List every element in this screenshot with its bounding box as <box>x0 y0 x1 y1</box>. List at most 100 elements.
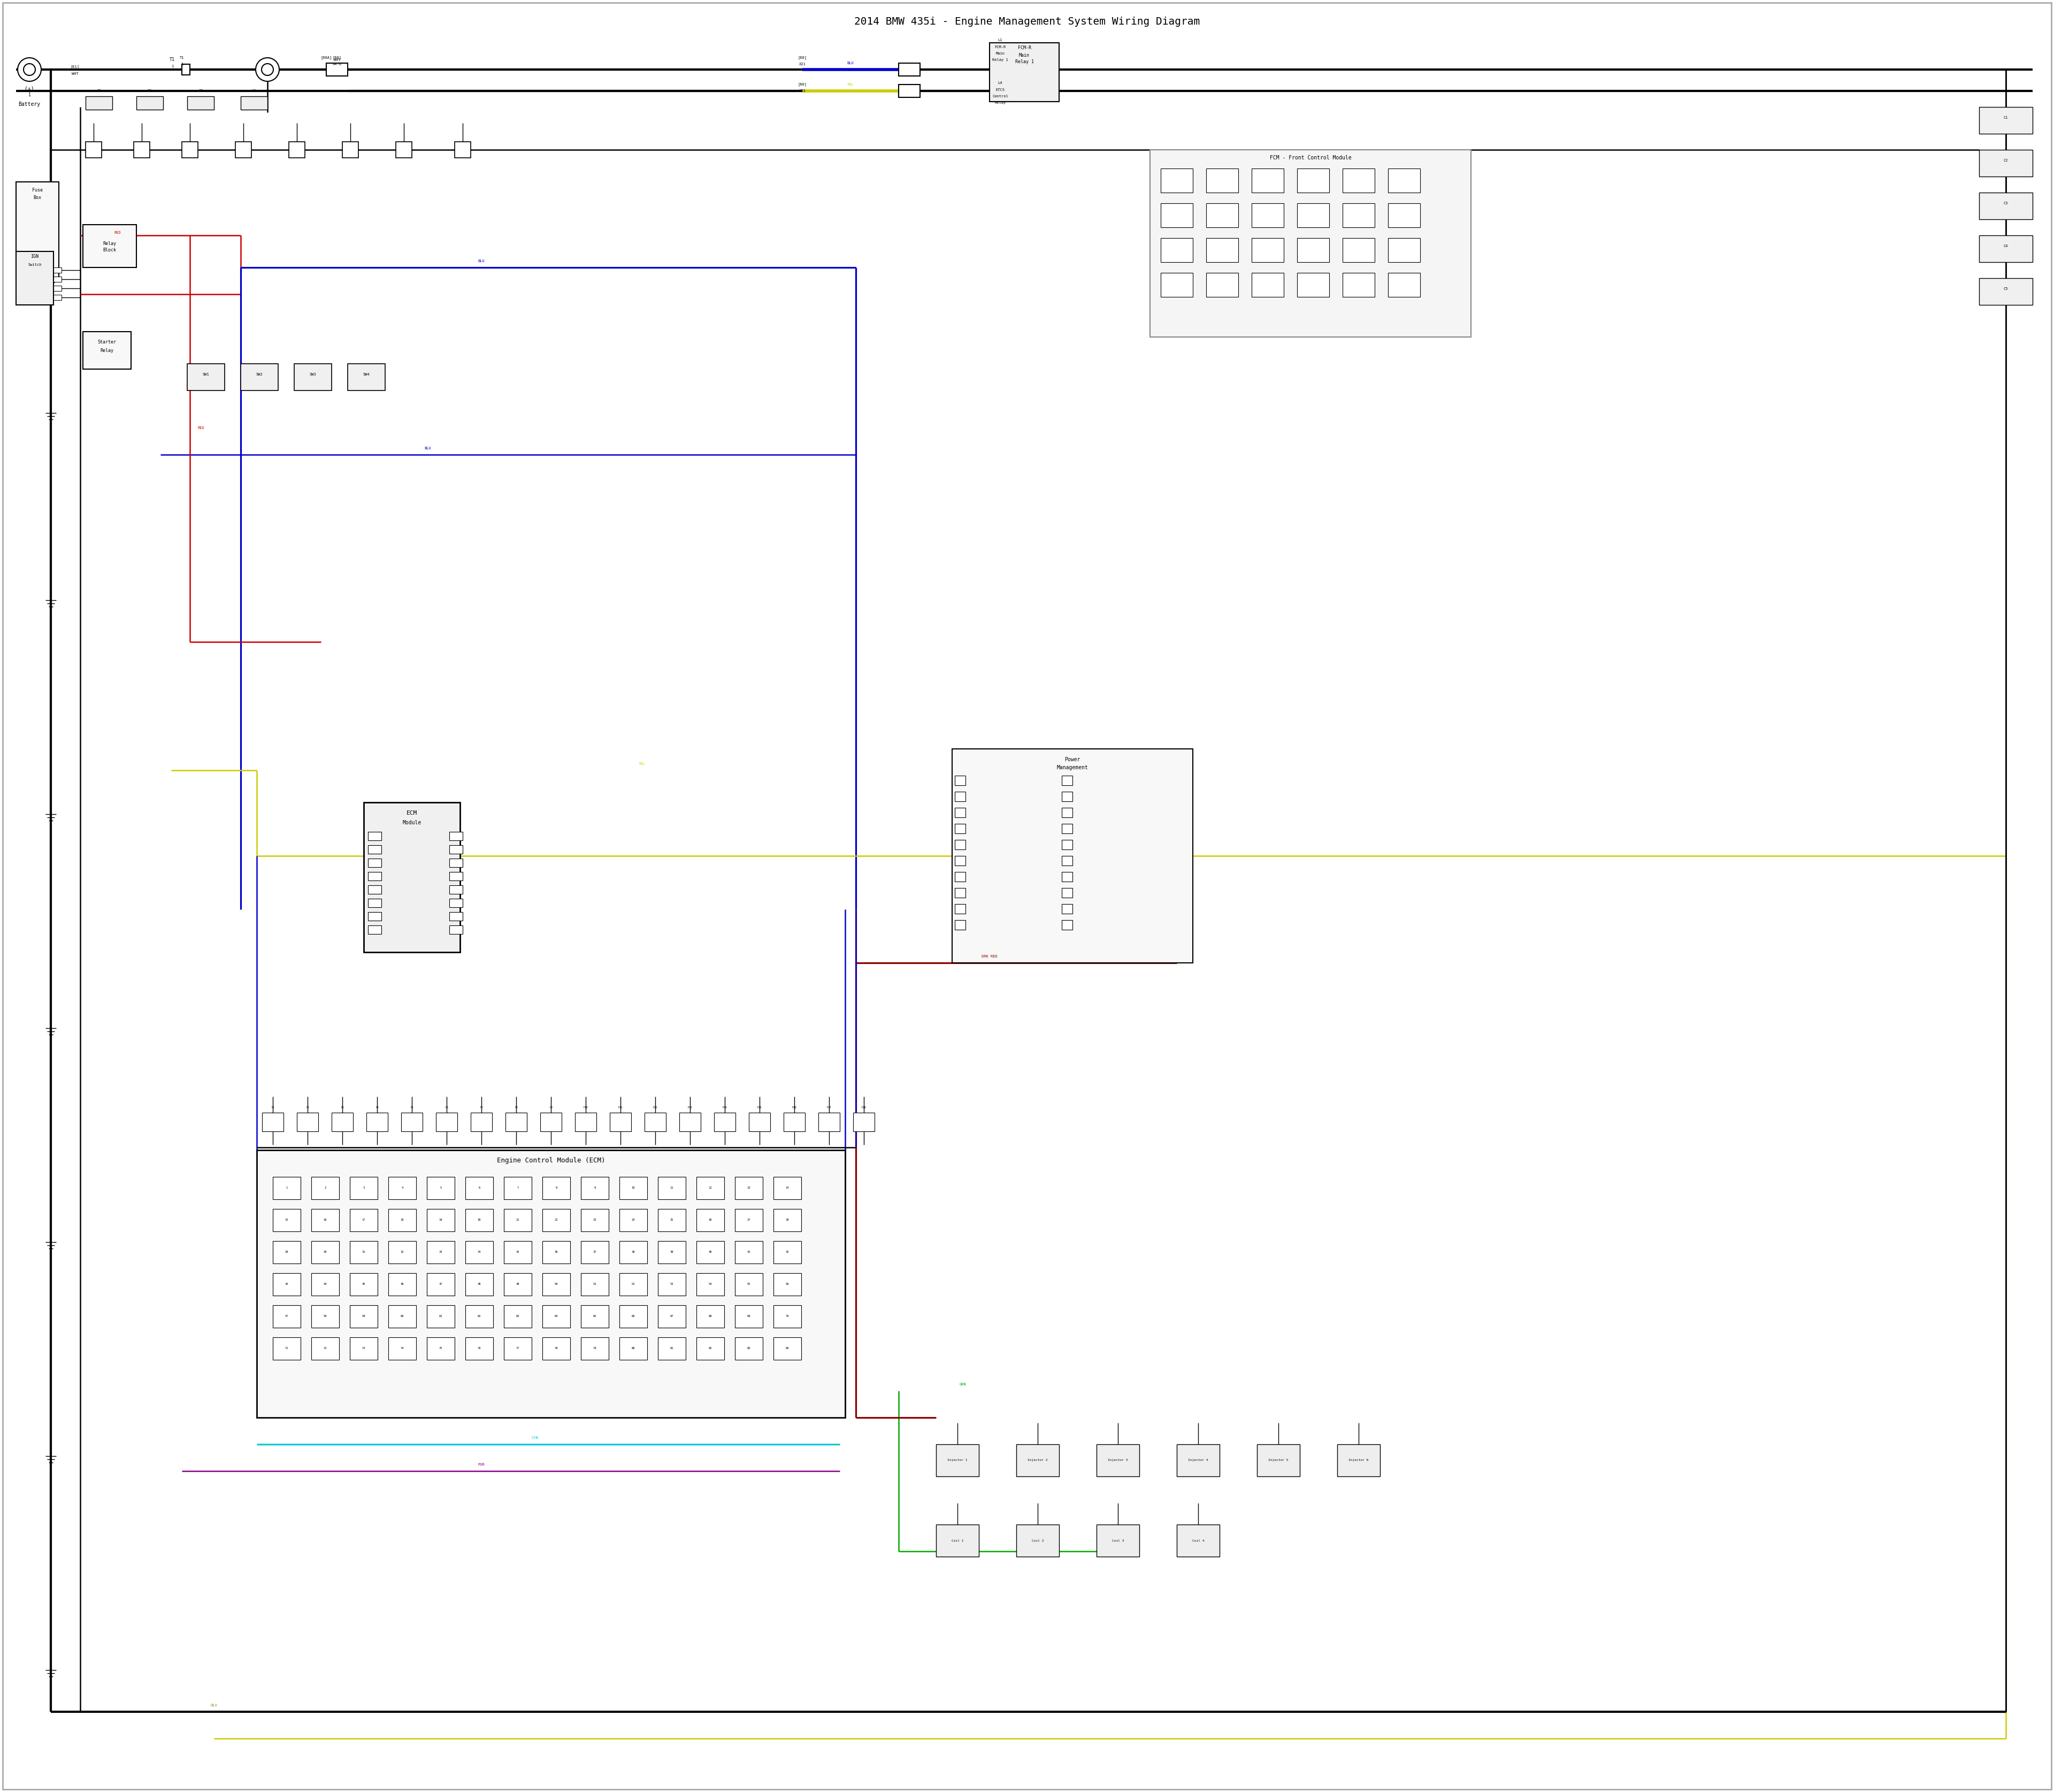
Text: 42: 42 <box>785 1251 789 1254</box>
Text: YEL: YEL <box>846 82 854 86</box>
Text: 73: 73 <box>362 1348 366 1349</box>
Bar <box>542 1177 571 1199</box>
Bar <box>581 1242 608 1263</box>
Bar <box>1980 235 2033 262</box>
Bar <box>53 294 62 299</box>
Text: Injector 1: Injector 1 <box>947 1459 967 1462</box>
Bar <box>1251 272 1284 297</box>
Text: Control: Control <box>992 95 1009 99</box>
Bar <box>82 332 131 369</box>
Text: C1: C1 <box>2003 116 2009 120</box>
Bar <box>466 1242 493 1263</box>
Bar <box>581 1210 608 1231</box>
Bar <box>331 1113 353 1131</box>
Text: 74: 74 <box>401 1348 405 1349</box>
Bar <box>1343 168 1374 192</box>
Bar <box>1161 168 1193 192</box>
Bar <box>937 1525 980 1557</box>
Bar <box>450 885 462 894</box>
Text: Management: Management <box>1056 765 1089 771</box>
Text: 40: 40 <box>709 1251 713 1254</box>
Bar <box>817 1113 840 1131</box>
Bar <box>955 776 965 785</box>
Text: Relay: Relay <box>101 348 113 353</box>
Bar <box>1097 1525 1140 1557</box>
Text: X21: X21 <box>799 63 805 66</box>
Text: 21: 21 <box>516 1219 520 1222</box>
Bar <box>1298 168 1329 192</box>
Bar <box>715 1113 735 1131</box>
Text: 60: 60 <box>401 1315 405 1317</box>
Bar <box>401 1113 423 1131</box>
Bar <box>657 1210 686 1231</box>
Bar <box>1389 202 1419 228</box>
Text: Relay 1: Relay 1 <box>1015 59 1033 65</box>
Text: 1: 1 <box>29 93 31 97</box>
Text: 83: 83 <box>748 1348 750 1349</box>
Bar <box>1389 168 1419 192</box>
Text: 75: 75 <box>440 1348 442 1349</box>
Bar <box>312 1272 339 1296</box>
Text: 39: 39 <box>670 1251 674 1254</box>
Bar <box>937 1444 980 1477</box>
Bar <box>1017 1444 1060 1477</box>
Bar <box>696 1305 725 1328</box>
Bar <box>620 1242 647 1263</box>
Bar <box>427 1337 454 1360</box>
Bar <box>735 1177 762 1199</box>
Text: 2014 BMW 435i - Engine Management System Wiring Diagram: 2014 BMW 435i - Engine Management System… <box>854 16 1200 27</box>
Bar <box>955 873 965 882</box>
Bar <box>273 1210 300 1231</box>
Bar <box>368 846 382 853</box>
Bar <box>450 898 462 907</box>
Text: 64: 64 <box>555 1315 559 1317</box>
Text: WHT: WHT <box>72 72 78 75</box>
Text: BLU: BLU <box>479 260 485 263</box>
Bar <box>466 1210 493 1231</box>
Bar <box>696 1272 725 1296</box>
Text: 17: 17 <box>362 1219 366 1222</box>
Bar <box>900 63 920 75</box>
Text: 84: 84 <box>785 1348 789 1349</box>
Bar <box>1980 151 2033 177</box>
Text: Injector 5: Injector 5 <box>1269 1459 1288 1462</box>
Bar <box>53 267 62 272</box>
Bar <box>368 898 382 907</box>
Bar <box>1097 1444 1140 1477</box>
Text: C3: C3 <box>2003 202 2009 204</box>
Text: RED: RED <box>115 231 121 235</box>
Bar <box>1389 272 1419 297</box>
Text: 10: 10 <box>631 1186 635 1190</box>
Text: 36: 36 <box>555 1251 559 1254</box>
Text: IGN: IGN <box>31 254 39 260</box>
Bar <box>620 1272 647 1296</box>
Bar <box>187 97 214 109</box>
Text: Box: Box <box>33 195 41 201</box>
Bar <box>955 889 965 898</box>
Text: Coil 4: Coil 4 <box>1191 1539 1204 1541</box>
Text: 82: 82 <box>709 1348 713 1349</box>
Text: T1: T1 <box>179 56 185 59</box>
Bar <box>620 1210 647 1231</box>
Text: 41: 41 <box>748 1251 750 1254</box>
Bar <box>696 1242 725 1263</box>
Bar <box>696 1337 725 1360</box>
Bar <box>450 858 462 867</box>
Text: 65: 65 <box>594 1315 596 1317</box>
Bar <box>290 142 304 158</box>
Bar <box>466 1272 493 1296</box>
Bar <box>1206 168 1239 192</box>
Text: CYN: CYN <box>532 1435 538 1439</box>
Bar <box>953 749 1193 962</box>
Bar <box>1343 238 1374 262</box>
Bar <box>368 912 382 921</box>
Text: Coil 2: Coil 2 <box>1031 1539 1043 1541</box>
Text: F5: F5 <box>411 1106 413 1109</box>
Bar <box>657 1337 686 1360</box>
Bar <box>1206 272 1239 297</box>
Bar <box>368 885 382 894</box>
Text: F7: F7 <box>481 1106 483 1109</box>
Bar <box>427 1242 454 1263</box>
Bar <box>696 1210 725 1231</box>
Text: F13: F13 <box>688 1106 692 1109</box>
